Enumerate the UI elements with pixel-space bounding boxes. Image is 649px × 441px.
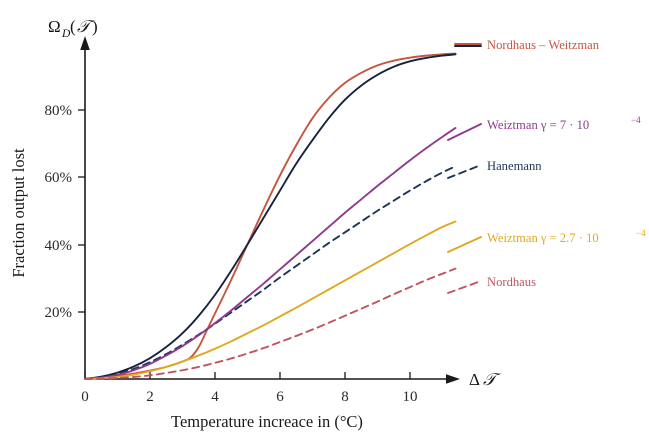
x-axis-arrowhead bbox=[446, 374, 460, 384]
x-tick-marks bbox=[84, 372, 411, 379]
x-tick-label-4: 4 bbox=[211, 389, 219, 405]
y-axis-symbol-omega: Ω bbox=[48, 17, 61, 36]
legend-leader-3 bbox=[447, 164, 482, 179]
legend-leader-5 bbox=[447, 280, 482, 294]
x-tick-label-2: 2 bbox=[146, 389, 154, 405]
y-axis-symbol-paren-open: ( bbox=[70, 17, 76, 36]
chart-line-5 bbox=[84, 267, 457, 380]
y-axis bbox=[80, 36, 90, 379]
x-axis-symbol-delta: Δ bbox=[469, 370, 480, 389]
legend-leader-2 bbox=[447, 123, 482, 141]
legend-label-hanemann: Hanemann bbox=[487, 159, 542, 173]
chart-line-2 bbox=[84, 53, 457, 380]
y-axis-symbol-paren-close: ) bbox=[92, 17, 98, 36]
chart-line-0 bbox=[84, 52, 457, 380]
legend-label-weiztman-27-exponent: −4 bbox=[636, 228, 646, 238]
legend-label-nordhaus-weitzman: Nordhaus – Weitzman bbox=[487, 38, 600, 52]
chart-line-3 bbox=[84, 127, 457, 380]
x-tick-label-0: 0 bbox=[81, 389, 89, 405]
legend-label-weiztman-27: Weiztman γ = 2.7 · 10 −4 bbox=[487, 228, 646, 245]
y-axis-symbol-subscript: D bbox=[61, 28, 71, 40]
legend-label-weiztman-27-text: Weiztman γ = 2.7 · 10 bbox=[487, 231, 599, 245]
y-tick-label-80: 80% bbox=[45, 103, 73, 119]
chart-line-1 bbox=[84, 165, 457, 380]
legend-label-weiztman-7-text: Weiztman γ = 7 · 10 bbox=[487, 118, 589, 132]
x-tick-label-10: 10 bbox=[403, 389, 418, 405]
chart-line-4 bbox=[84, 220, 457, 380]
x-axis-title: Temperature increace in (°C) bbox=[171, 412, 363, 431]
legend-label-weiztman-7-exponent: −4 bbox=[631, 115, 641, 125]
legend-label-weiztman-7: Weiztman γ = 7 · 10 −4 bbox=[487, 115, 641, 132]
y-tick-marks bbox=[78, 109, 85, 313]
x-axis-symbol-t: 𝒯 bbox=[483, 370, 501, 389]
legend-leader-4 bbox=[447, 236, 482, 253]
chart-curves bbox=[84, 52, 457, 380]
y-tick-label-60: 60% bbox=[45, 170, 73, 186]
legend: Nordhaus – Weitzman Weiztman γ = 7 · 10 … bbox=[487, 38, 646, 289]
x-axis-symbol: Δ 𝒯 bbox=[469, 370, 501, 389]
y-axis-arrowhead bbox=[80, 36, 90, 50]
y-tick-label-20: 20% bbox=[45, 305, 73, 321]
y-tick-label-40: 40% bbox=[45, 238, 73, 254]
x-axis bbox=[85, 374, 460, 384]
x-tick-label-8: 8 bbox=[341, 389, 349, 405]
y-axis-symbol: Ω D ( 𝒯 ) bbox=[48, 17, 98, 40]
y-axis-title: Fraction output lost bbox=[9, 148, 28, 278]
legend-leader-lines bbox=[447, 43, 482, 294]
x-tick-label-6: 6 bbox=[276, 389, 284, 405]
legend-label-nordhaus: Nordhaus bbox=[487, 275, 536, 289]
